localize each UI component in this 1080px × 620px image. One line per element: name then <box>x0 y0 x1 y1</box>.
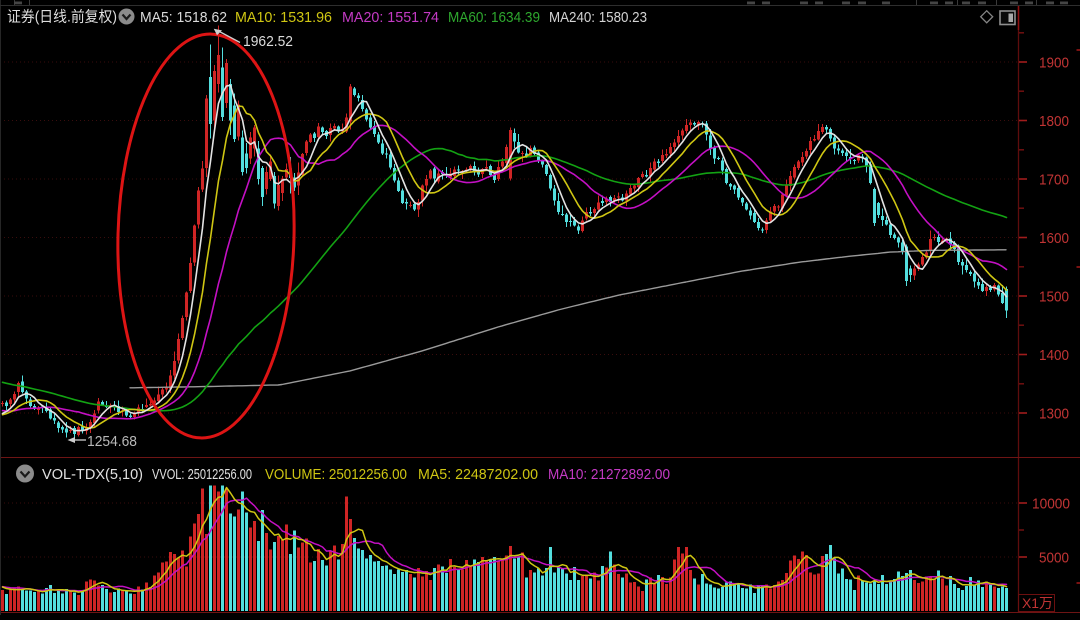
svg-text:MA5: 22487202.00: MA5: 22487202.00 <box>418 466 538 483</box>
svg-text:1400: 1400 <box>1039 347 1069 364</box>
svg-text:1700: 1700 <box>1039 172 1069 189</box>
svg-text:1962.52: 1962.52 <box>243 33 293 50</box>
svg-text:5000: 5000 <box>1039 550 1069 567</box>
svg-text:VVOL: 25012256.00: VVOL: 25012256.00 <box>152 466 252 483</box>
svg-text:MA10: 21272892.00: MA10: 21272892.00 <box>548 466 670 483</box>
svg-text:MA10: 1531.96: MA10: 1531.96 <box>235 9 332 26</box>
svg-text:MA240: 1580.23: MA240: 1580.23 <box>549 9 647 26</box>
svg-text:1300: 1300 <box>1039 406 1069 423</box>
svg-text:X1万: X1万 <box>1022 595 1053 611</box>
svg-text:1900: 1900 <box>1039 55 1069 72</box>
svg-text:1500: 1500 <box>1039 289 1069 306</box>
svg-text:MA5: 1518.62: MA5: 1518.62 <box>140 9 227 26</box>
svg-text:1800: 1800 <box>1039 113 1069 130</box>
svg-text:证券(日线.前复权): 证券(日线.前复权) <box>7 8 117 26</box>
svg-text:VOL-TDX(5,10): VOL-TDX(5,10) <box>42 466 143 483</box>
svg-text:1600: 1600 <box>1039 230 1069 247</box>
svg-text:MA60: 1634.39: MA60: 1634.39 <box>448 9 540 26</box>
svg-text:VOLUME: 25012256.00: VOLUME: 25012256.00 <box>265 466 407 483</box>
svg-text:10000: 10000 <box>1032 496 1070 513</box>
svg-text:1254.68: 1254.68 <box>87 433 137 450</box>
svg-text:MA20: 1551.74: MA20: 1551.74 <box>342 9 439 26</box>
